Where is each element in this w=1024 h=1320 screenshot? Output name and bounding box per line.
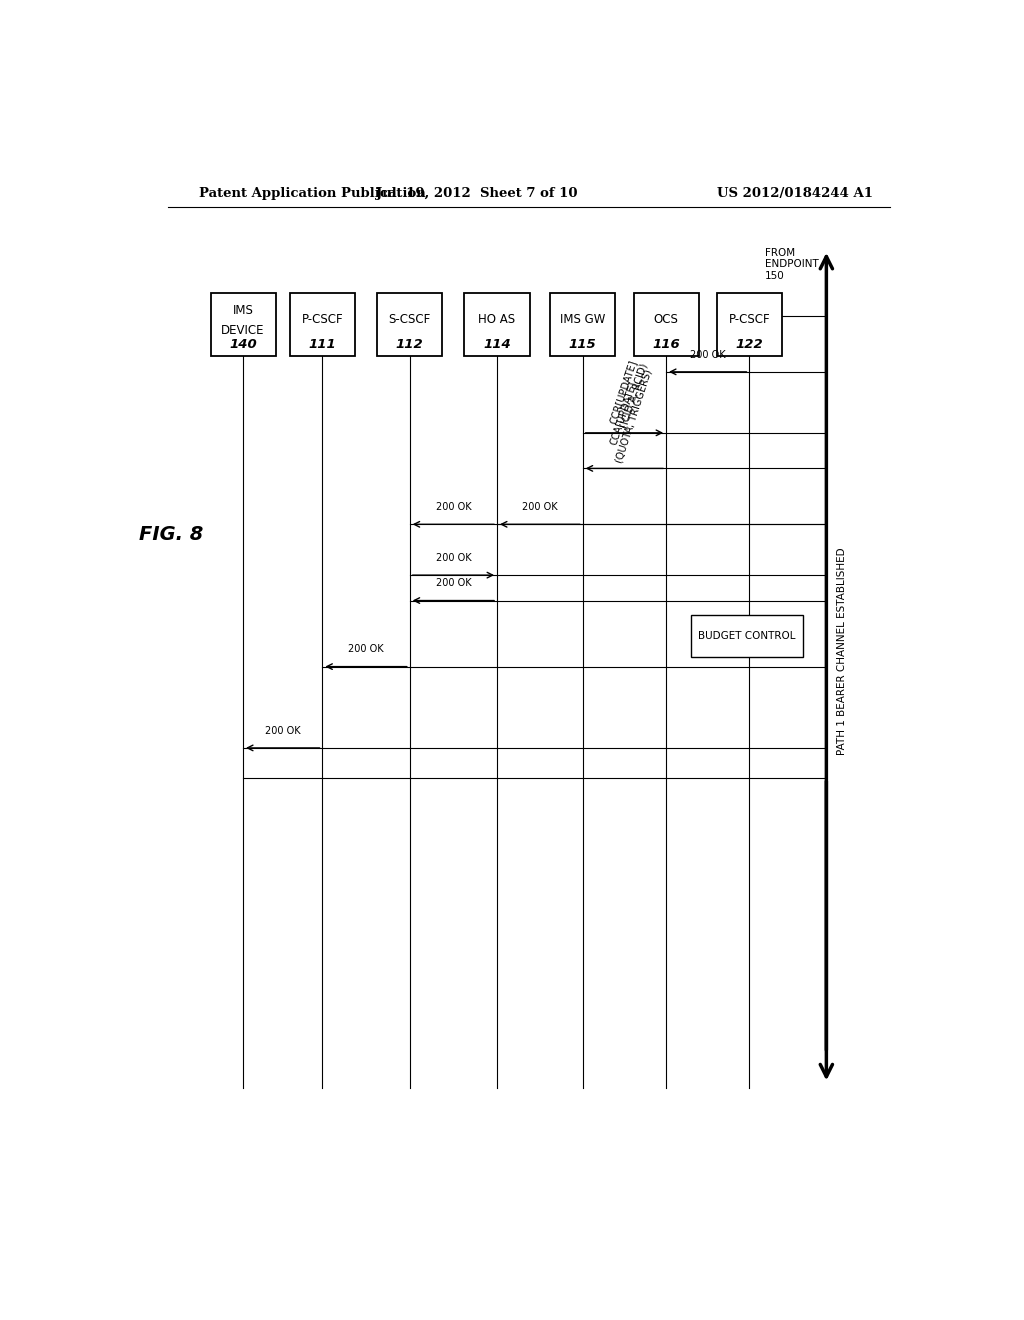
Text: 200 OK: 200 OK xyxy=(265,726,301,735)
Text: P-CSCF: P-CSCF xyxy=(302,313,343,326)
Text: 111: 111 xyxy=(308,338,336,351)
Text: P-CSCF: P-CSCF xyxy=(729,313,770,326)
Text: 200 OK: 200 OK xyxy=(435,502,471,512)
Text: FIG. 8: FIG. 8 xyxy=(139,525,204,544)
Bar xyxy=(634,293,698,355)
Text: 200 OK: 200 OK xyxy=(348,644,384,655)
Text: Patent Application Publication: Patent Application Publication xyxy=(200,187,426,201)
Text: US 2012/0184244 A1: US 2012/0184244 A1 xyxy=(717,187,872,201)
Text: IMS GW: IMS GW xyxy=(560,313,605,326)
Bar xyxy=(211,293,275,355)
Text: HO AS: HO AS xyxy=(478,313,516,326)
Text: Jul. 19, 2012  Sheet 7 of 10: Jul. 19, 2012 Sheet 7 of 10 xyxy=(377,187,578,201)
Text: DEVICE: DEVICE xyxy=(221,323,265,337)
Text: 115: 115 xyxy=(569,338,597,351)
Bar xyxy=(377,293,442,355)
Bar xyxy=(290,293,355,355)
Text: 116: 116 xyxy=(652,338,680,351)
Bar xyxy=(691,615,803,657)
Bar xyxy=(717,293,782,355)
Text: 112: 112 xyxy=(396,338,424,351)
Text: 200 OK: 200 OK xyxy=(522,502,558,512)
Text: 114: 114 xyxy=(483,338,511,351)
Text: 140: 140 xyxy=(229,338,257,351)
Bar xyxy=(465,293,529,355)
Text: CCR[UPDATE]
(ICID A, RCID): CCR[UPDATE] (ICID A, RCID) xyxy=(607,358,649,429)
Text: OCS: OCS xyxy=(653,313,679,326)
Bar xyxy=(550,293,615,355)
Text: 122: 122 xyxy=(735,338,763,351)
Text: CCA[UPDATE]
(QUOTA, TRIGGERS): CCA[UPDATE] (QUOTA, TRIGGERS) xyxy=(603,364,653,465)
Text: 200 OK: 200 OK xyxy=(435,553,471,562)
Text: IMS: IMS xyxy=(232,304,254,317)
Text: 200 OK: 200 OK xyxy=(690,350,726,359)
Text: 200 OK: 200 OK xyxy=(435,578,471,589)
Text: FROM
ENDPOINT
150: FROM ENDPOINT 150 xyxy=(765,248,819,281)
Text: PATH 1 BEARER CHANNEL ESTABLISHED: PATH 1 BEARER CHANNEL ESTABLISHED xyxy=(837,548,847,755)
Text: S-CSCF: S-CSCF xyxy=(388,313,431,326)
Text: BUDGET CONTROL: BUDGET CONTROL xyxy=(698,631,796,642)
